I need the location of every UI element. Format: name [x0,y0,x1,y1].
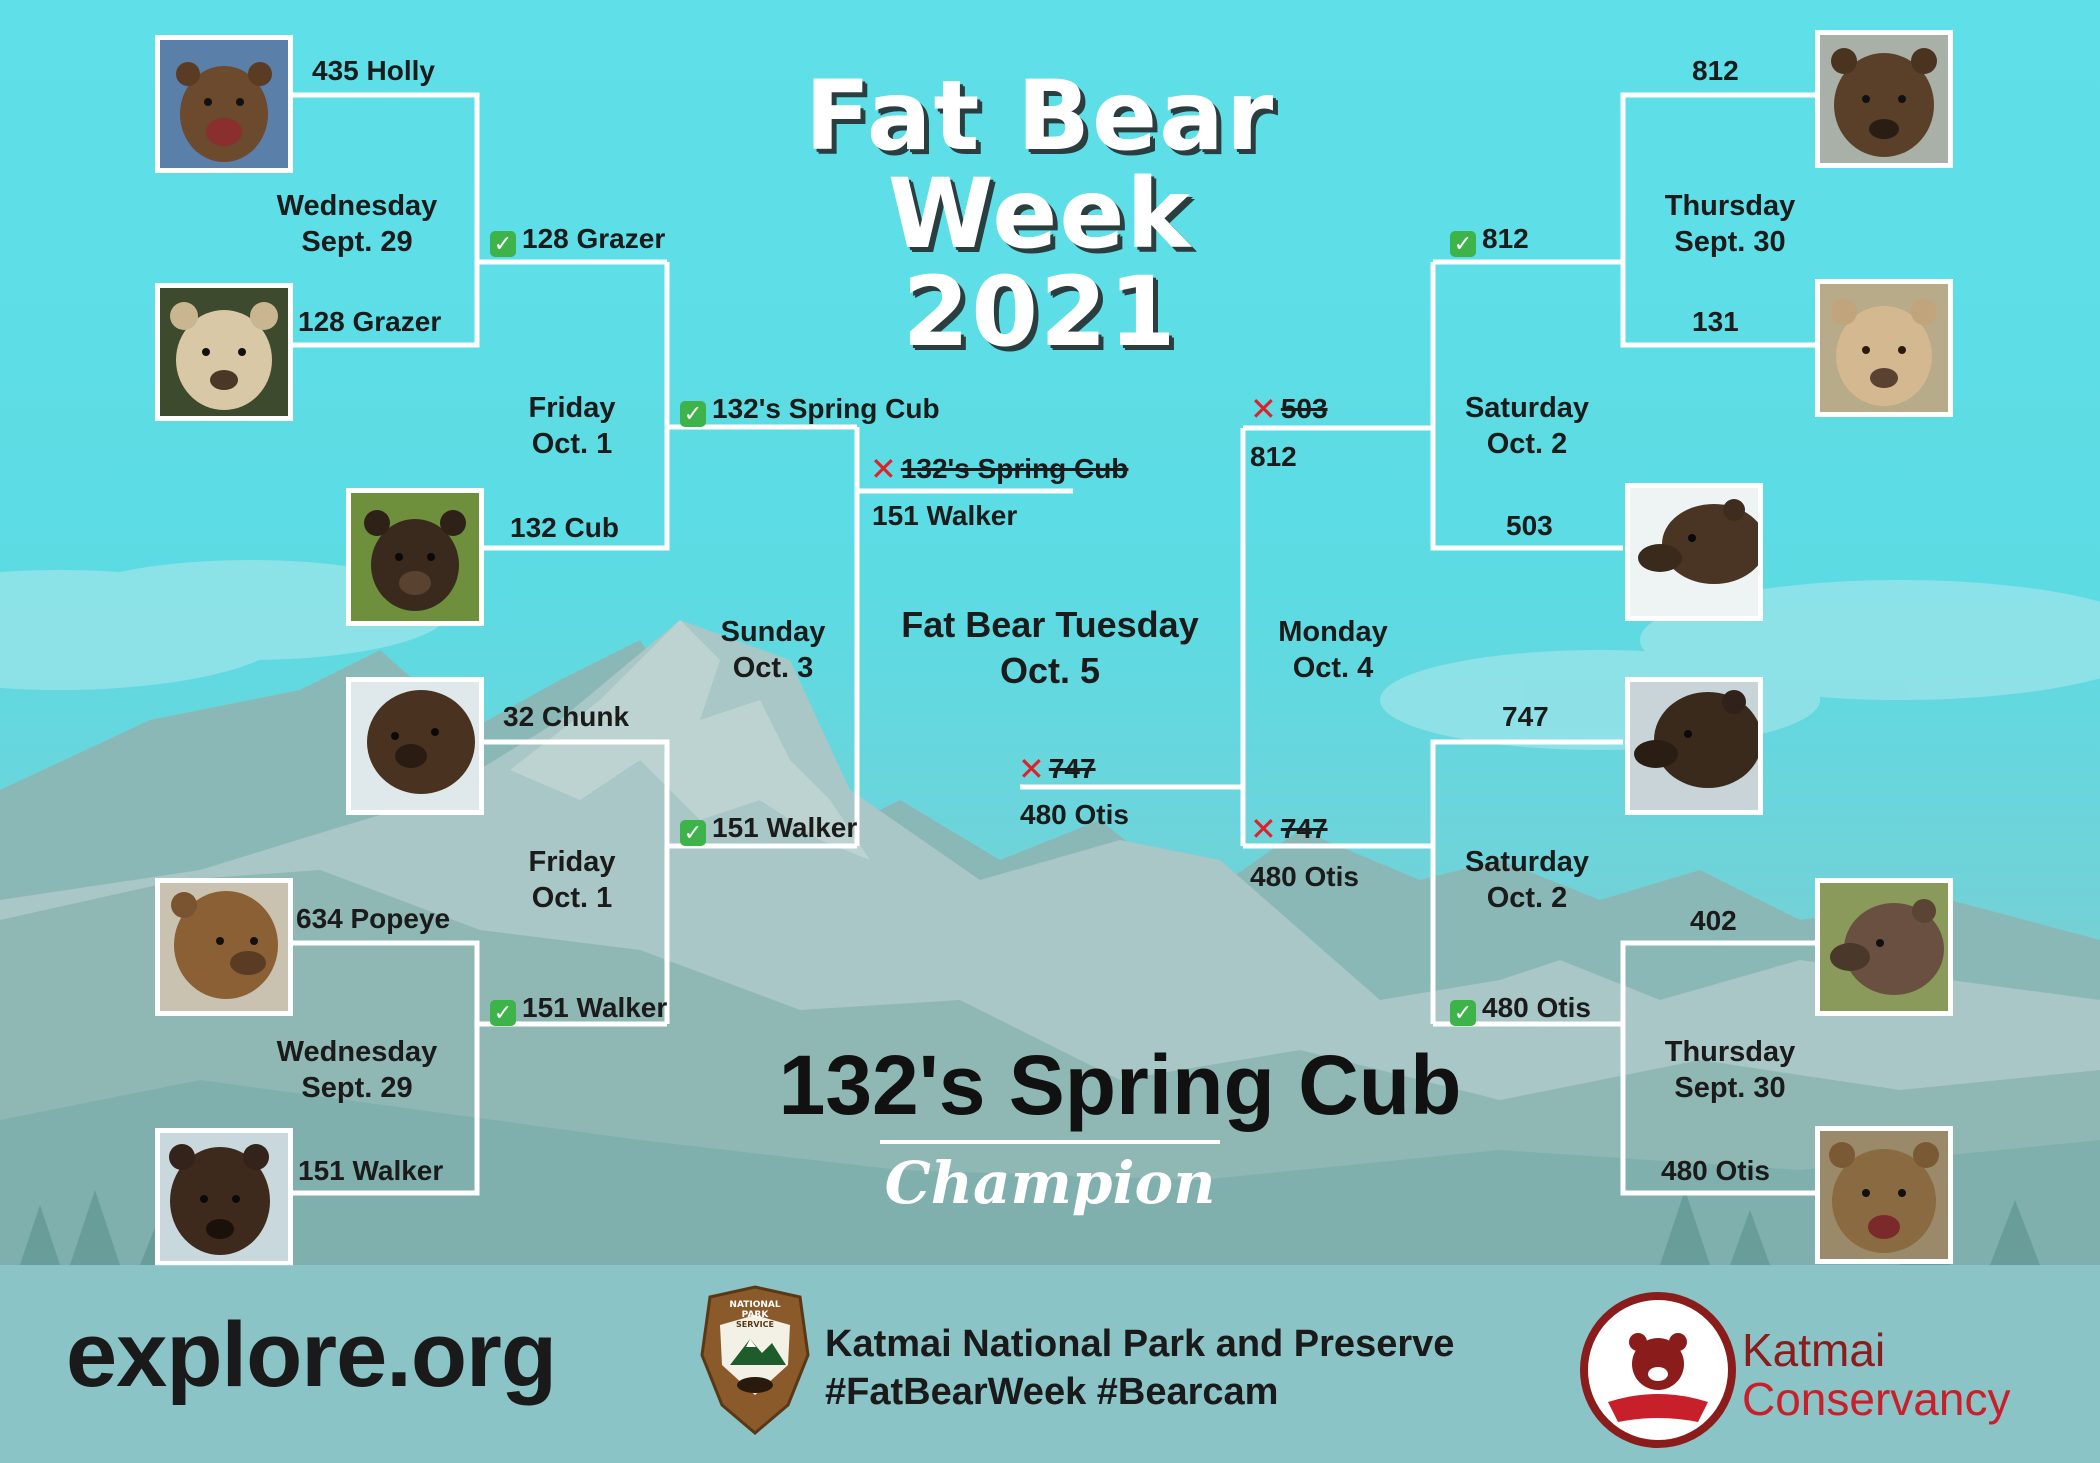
winner-812: ✓ 812 [1450,223,1529,257]
monday-entrant-812: 812 [1250,441,1297,472]
park-name: Katmai National Park and Preserve [825,1323,1455,1365]
check-box-icon: ✓ [680,401,706,427]
bear-photo-cub [346,488,484,626]
champion-name: 132's Spring Cub [778,1038,1462,1132]
bear-photo-holly [155,35,293,173]
winner-grazer: ✓ 128 Grazer [490,223,665,257]
bear-photo-503 [1625,483,1763,621]
check-box-icon: ✓ [1450,231,1476,257]
date-fri-bottom: Friday Oct. 1 [528,846,616,914]
bear-photo-otis [1815,1126,1953,1264]
date-sun: Sunday Oct. 3 [720,616,826,684]
bear-name-popeye: 634 Popeye [296,903,451,934]
bear-photo-131 [1815,279,1953,417]
bear-name-747: 747 [1502,701,1549,732]
katmai-conservancy-logo [1580,1292,1736,1448]
final-entrant-otis: 480 Otis [1020,799,1129,830]
winner-walker-r1: ✓ 151 Walker [490,992,667,1026]
monday-entrant-otis: 480 Otis [1250,861,1359,892]
date-fri-top: Friday Oct. 1 [528,392,616,460]
eliminated-spring-cub: ✕ 132's Spring Cub [870,451,1129,487]
bear-photo-812 [1815,30,1953,168]
date-wed-bottom: Wednesday Sept. 29 [276,1036,438,1104]
footer-band [0,1265,2100,1463]
cross-icon: ✕ [870,451,897,487]
cross-icon: ✕ [1250,811,1277,847]
explore-logo[interactable]: explore.org [66,1304,557,1406]
title-line-3: 2021 [902,256,1178,368]
svg-text:NATIONAL: NATIONAL [729,1300,780,1310]
bear-photo-747 [1625,677,1763,815]
check-box-icon: ✓ [1450,1000,1476,1026]
check-box-icon: ✓ [490,1000,516,1026]
cross-icon: ✕ [1250,391,1277,427]
svg-text:SERVICE: SERVICE [736,1320,774,1329]
bear-photo-grazer [155,283,293,421]
eliminated-747-mon: ✕ 747 [1250,811,1328,847]
hashtags: #FatBearWeek #Bearcam [825,1371,1279,1413]
date-sat-bottom: Saturday Oct. 2 [1464,846,1590,914]
bear-name-holly: 435 Holly [312,55,435,86]
check-box-icon: ✓ [490,231,516,257]
cross-icon: ✕ [1018,751,1045,787]
date-thu-bottom: Thursday Sept. 30 [1664,1036,1796,1104]
check-box-icon: ✓ [680,820,706,846]
title-line-2: Week [887,158,1193,270]
winner-walker-r2: ✓ 151 Walker [680,812,857,846]
bear-name-cub: 132 Cub [510,512,619,543]
date-sat-top: Saturday Oct. 2 [1464,392,1590,460]
title-line-1: Fat Bear [804,60,1276,172]
winner-otis: ✓ 480 Otis [1450,992,1591,1026]
katmai-name: Katmai [1742,1324,1886,1376]
champion-rule [880,1140,1220,1144]
eliminated-503: ✕ 503 [1250,391,1328,427]
bear-name-131: 131 [1692,306,1739,337]
bear-photo-402 [1815,878,1953,1016]
winner-spring-cub: ✓ 132's Spring Cub [680,393,940,427]
sunday-winner-walker: 151 Walker [872,500,1018,531]
bear-name-402: 402 [1690,905,1737,936]
date-thu-top: Thursday Sept. 30 [1664,190,1796,258]
champion-label: Champion [884,1149,1216,1217]
bear-name-812: 812 [1692,55,1739,86]
bear-name-walker: 151 Walker [298,1155,444,1186]
bear-name-grazer: 128 Grazer [298,306,442,337]
date-wed-top: Wednesday Sept. 29 [276,190,438,258]
nps-arrowhead-logo: NATIONAL PARK SERVICE [700,1285,810,1435]
date-mon: Monday Oct. 4 [1278,616,1388,684]
bear-name-chunk: 32 Chunk [503,701,630,732]
final-heading: Fat Bear Tuesday Oct. 5 [901,604,1199,691]
conservancy-name: Conservancy [1742,1373,2011,1425]
bear-name-503: 503 [1506,510,1553,541]
bear-photo-chunk [346,677,484,815]
bear-photo-walker [155,1128,293,1266]
bear-name-otis: 480 Otis [1661,1155,1770,1186]
svg-text:PARK: PARK [742,1310,770,1320]
eliminated-747-final: ✕ 747 [1018,751,1096,787]
bear-photo-popeye [155,878,293,1016]
